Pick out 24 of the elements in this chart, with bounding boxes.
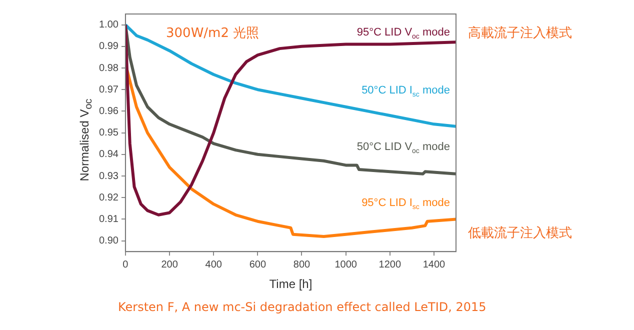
y-tick-label: 0.91 [98,214,119,225]
y-tick-label: 0.90 [98,236,119,247]
x-tick-label: 400 [205,259,222,270]
annotation: 300W/m2 光照 [166,25,260,42]
text: 低載流子注入模式 [468,225,572,242]
text: 高載流子注入模式 [468,25,572,42]
x-tick-label: 1400 [422,259,446,270]
x-tick-label: 0 [122,259,129,270]
y-tick-label: 1.00 [98,20,119,31]
text: Kersten F, A new mc-Si degradation effect called LeTID, 2015 [118,300,486,314]
x-tick-label: 1200 [378,259,402,270]
y-tick-label: 0.97 [98,84,119,96]
x-axis-title: Time [h] [269,277,312,292]
y-tick-label: 0.99 [98,41,119,52]
y-tick-label: 0.92 [98,192,119,204]
y-tick-label: 0.96 [98,106,119,117]
y-tick-label: 0.95 [98,128,119,139]
y-tick-label: 0.94 [98,149,119,160]
y-tick-label: 0.98 [98,62,119,74]
x-tick-label: 800 [293,259,311,270]
y-tick-label: 0.93 [98,170,119,182]
x-tick-label: 200 [161,259,178,270]
x-tick-label: 1000 [334,259,358,270]
x-tick-label: 600 [249,259,266,270]
